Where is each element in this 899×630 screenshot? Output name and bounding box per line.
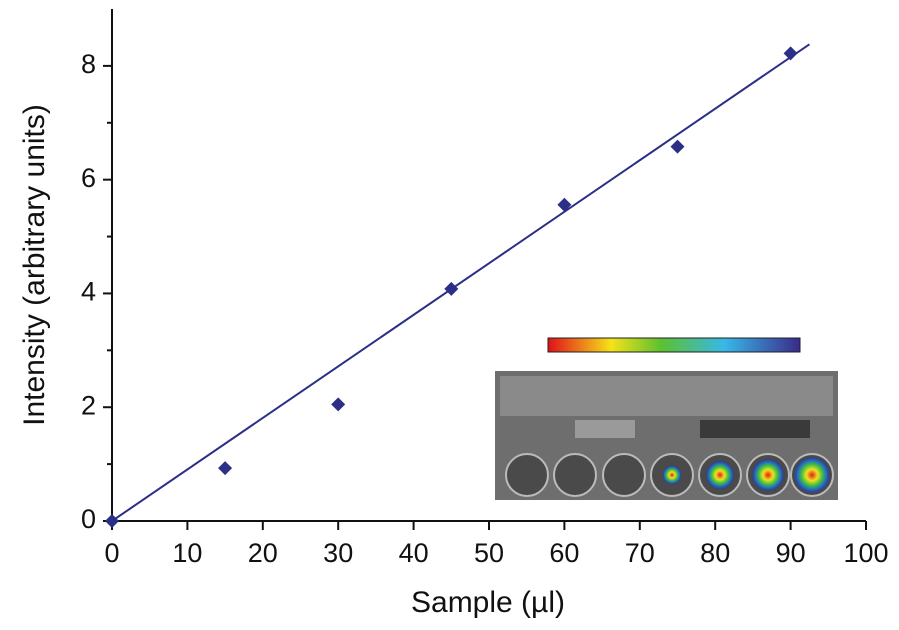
fit-line [111, 43, 811, 522]
x-tick-label: 10 [172, 538, 202, 568]
y-tick-label: 4 [81, 277, 96, 307]
x-tick-label: 60 [549, 538, 579, 568]
x-tick-label: 40 [399, 538, 429, 568]
y-tick-label: 2 [81, 390, 96, 420]
x-tick-label: 90 [776, 538, 806, 568]
y-axis-title: Intensity (arbitrary units) [18, 104, 51, 426]
y-tick-label: 6 [81, 163, 96, 193]
x-tick-label: 80 [700, 538, 730, 568]
y-tick-label: 0 [81, 504, 96, 534]
point [557, 197, 572, 212]
point [218, 461, 233, 476]
colorbar [547, 337, 801, 353]
point [105, 514, 119, 528]
x-tick-label: 30 [323, 538, 353, 568]
point [670, 139, 685, 154]
x-tick-label: 0 [104, 538, 119, 568]
inset [495, 337, 838, 500]
point [331, 397, 346, 412]
x-tick-label: 100 [843, 538, 888, 568]
x-tick-label: 70 [625, 538, 655, 568]
point [444, 281, 459, 296]
x-axis-title: Sample (µl) [411, 586, 565, 619]
x-tick-label: 50 [474, 538, 504, 568]
y-tick-label: 8 [81, 49, 96, 79]
point [783, 46, 798, 61]
x-tick-label: 20 [248, 538, 278, 568]
